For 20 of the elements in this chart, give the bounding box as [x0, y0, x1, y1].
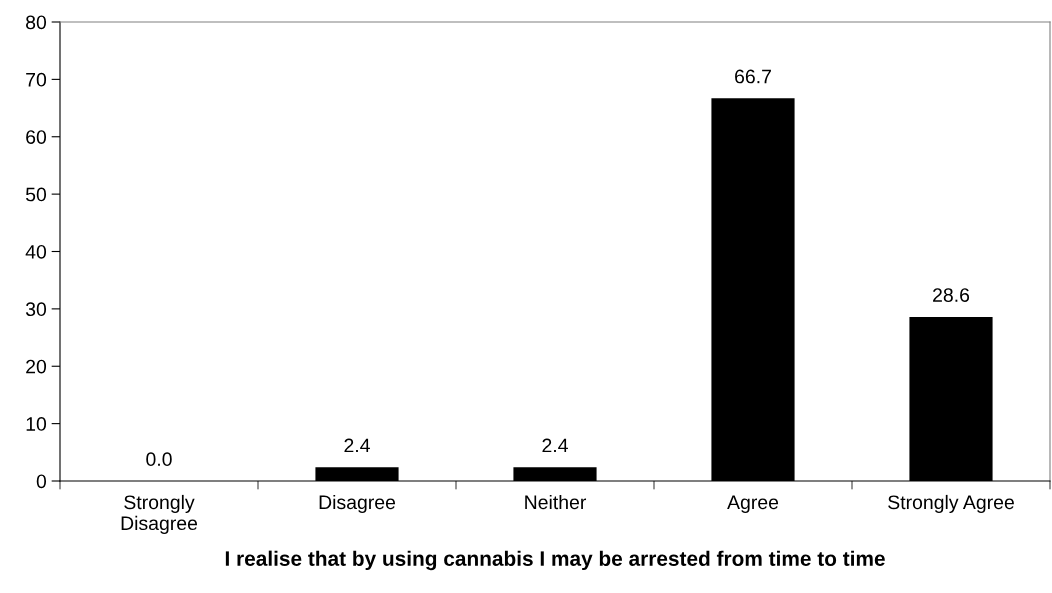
y-tick-label: 40 [25, 244, 47, 259]
data-label: 66.7 [735, 69, 771, 84]
data-label: 28.6 [933, 288, 970, 302]
x-tick-label: Agree [727, 495, 779, 514]
y-tick-label: 60 [26, 130, 47, 144]
x-tick-label: Neither [525, 494, 587, 510]
data-label: 2.4 [542, 438, 568, 453]
x-tick-label: Disagree [319, 494, 396, 514]
y-tick-label: 0 [36, 474, 47, 489]
y-tick-label: 30 [25, 302, 47, 317]
y-tick-label: 70 [26, 72, 47, 87]
y-tick-label: 20 [26, 359, 47, 374]
data-label: 0.0 [146, 452, 172, 467]
y-tick-label: 80 [26, 15, 47, 30]
x-axis-title: I realise that by using cannabis I may be arrested from time to time [225, 550, 885, 571]
x-tick-label: Strongly Agree [888, 494, 1014, 514]
data-label: 2.4 [344, 438, 370, 453]
y-tick-label: 10 [26, 417, 47, 431]
y-tick-label: 50 [25, 187, 47, 202]
x-tick-label: Strongly Disagree [121, 494, 198, 534]
